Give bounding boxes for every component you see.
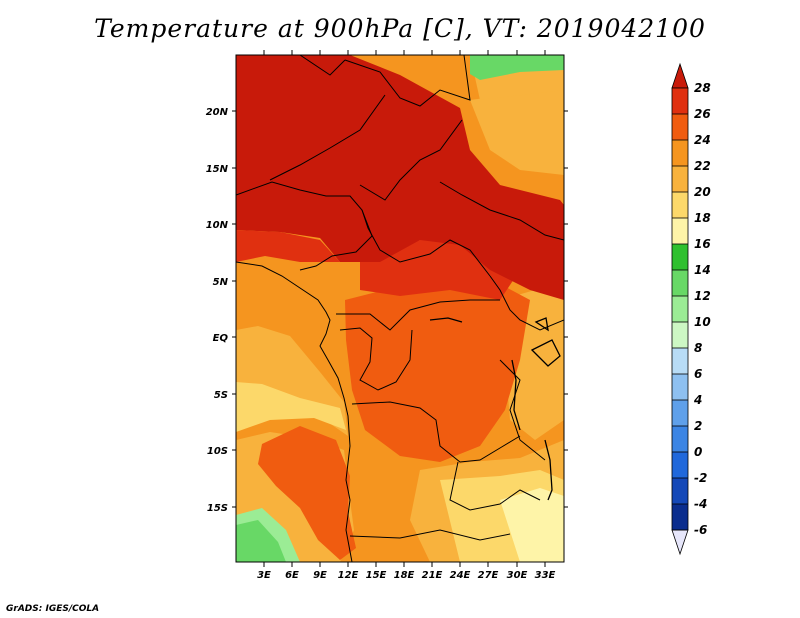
colorbar-swatch bbox=[672, 88, 688, 114]
field-congo-warm bbox=[345, 280, 530, 462]
lon-label: 9E bbox=[313, 570, 327, 581]
colorbar-swatch bbox=[672, 114, 688, 140]
colorbar-label: 4 bbox=[693, 393, 702, 407]
lake-victoria bbox=[530, 339, 561, 367]
colorbar-swatch bbox=[672, 452, 688, 478]
border-north bbox=[344, 55, 471, 107]
colorbar-swatch bbox=[672, 400, 688, 426]
colorbar-label: -2 bbox=[694, 471, 707, 485]
colorbar-label: 18 bbox=[694, 211, 711, 225]
border-namibia bbox=[349, 529, 511, 541]
lake-tanganyika bbox=[511, 359, 521, 431]
lon-label: 27E bbox=[478, 570, 499, 581]
field-north-hottest bbox=[236, 55, 564, 300]
lon-label: 12E bbox=[338, 570, 359, 581]
colorbar-label: -6 bbox=[694, 523, 707, 537]
colorbar-label: 12 bbox=[694, 289, 711, 303]
colorbar-label: 2 bbox=[694, 419, 702, 433]
lat-label: 15S bbox=[207, 503, 228, 514]
country-borders bbox=[236, 55, 564, 562]
temperature-field bbox=[236, 55, 564, 562]
colorbar-arrow-top bbox=[671, 62, 689, 89]
colorbar-label: -4 bbox=[694, 497, 707, 511]
border-east-lakes bbox=[499, 359, 546, 461]
border-sudan bbox=[439, 181, 564, 241]
chart-title: Temperature at 900hPa [C], VT: 201904210… bbox=[94, 14, 706, 43]
border-chad-car bbox=[361, 209, 491, 277]
colorbar-label: 16 bbox=[694, 237, 711, 251]
field-green-southwest-inner bbox=[236, 520, 286, 562]
lon-label: 3E bbox=[257, 570, 271, 581]
colorbar-swatch bbox=[672, 374, 688, 400]
colorbar-label: 14 bbox=[694, 263, 711, 277]
lon-label: 18E bbox=[394, 570, 415, 581]
border-niger-chad bbox=[359, 119, 463, 201]
field-green-northeast bbox=[470, 55, 564, 80]
colorbar-swatch bbox=[672, 140, 688, 166]
colorbar-label: 6 bbox=[694, 367, 702, 381]
field-north-edge bbox=[236, 230, 340, 262]
lat-label: 10S bbox=[207, 446, 228, 457]
colorbar-swatch bbox=[672, 322, 688, 348]
border-gabon-congo bbox=[339, 327, 413, 391]
lon-label: 24E bbox=[450, 570, 471, 581]
colorbar-swatch bbox=[672, 192, 688, 218]
field-coastal-cool bbox=[236, 382, 346, 432]
lat-label: 10N bbox=[206, 220, 229, 231]
footer-credit: GrADS: IGES/COLA bbox=[6, 604, 100, 614]
lon-label: 15E bbox=[366, 570, 387, 581]
colorbar-label: 22 bbox=[694, 159, 711, 173]
colorbar-swatch bbox=[672, 504, 688, 530]
lon-label: 33E bbox=[535, 570, 556, 581]
colorbar-swatch bbox=[672, 244, 688, 270]
longitude-axis: 3E 6E 9E 12E 15E 18E 21E 24E 27E 30E 33E bbox=[257, 50, 556, 581]
lon-label: 30E bbox=[507, 570, 528, 581]
colorbar-swatch bbox=[672, 426, 688, 452]
lake-malawi bbox=[544, 439, 553, 501]
border-ssudan-drc bbox=[489, 275, 564, 331]
field-southeast-coolest bbox=[500, 488, 564, 562]
lake-kyoga bbox=[534, 317, 549, 332]
colorbar-swatch bbox=[672, 348, 688, 374]
colorbar-label: 10 bbox=[694, 315, 711, 329]
lat-label: 15N bbox=[206, 164, 229, 175]
colorbar-swatch bbox=[672, 478, 688, 504]
colorbar-swatch bbox=[672, 166, 688, 192]
lat-label: 20N bbox=[206, 107, 229, 118]
colorbar-arrow-bottom bbox=[671, 529, 689, 556]
colorbar-label: 26 bbox=[694, 107, 711, 121]
colorbar-swatch bbox=[672, 218, 688, 244]
lat-label: 5N bbox=[213, 277, 229, 288]
colorbar-label: 24 bbox=[694, 133, 711, 147]
lakes bbox=[429, 317, 561, 501]
colorbar: 28 26 24 22 20 18 16 14 12 10 8 6 4 2 0 … bbox=[671, 62, 711, 556]
colorbar-label: 8 bbox=[694, 341, 702, 355]
field-east-moderate bbox=[470, 88, 564, 175]
map-frame bbox=[235, 54, 565, 563]
colorbar-label: 0 bbox=[694, 445, 702, 459]
colorbar-swatch bbox=[672, 270, 688, 296]
river-congo bbox=[429, 317, 463, 323]
lat-label: 5S bbox=[214, 390, 228, 401]
colorbar-label: 20 bbox=[694, 185, 711, 199]
lat-label: EQ bbox=[213, 333, 229, 344]
colorbar-swatch bbox=[672, 296, 688, 322]
border-angola-drc bbox=[351, 401, 521, 463]
border-congo-north bbox=[336, 299, 500, 331]
border-zambia bbox=[449, 461, 541, 511]
field-south-warm bbox=[258, 426, 356, 560]
colorbar-label: 28 bbox=[694, 81, 711, 95]
lon-label: 6E bbox=[285, 570, 299, 581]
lon-label: 21E bbox=[422, 570, 443, 581]
border-nw bbox=[299, 55, 346, 76]
border-mali-niger bbox=[269, 94, 386, 181]
latitude-axis: 20N 15N 10N 5N EQ 5S 10S 15S bbox=[206, 107, 568, 514]
coastline bbox=[236, 261, 353, 562]
